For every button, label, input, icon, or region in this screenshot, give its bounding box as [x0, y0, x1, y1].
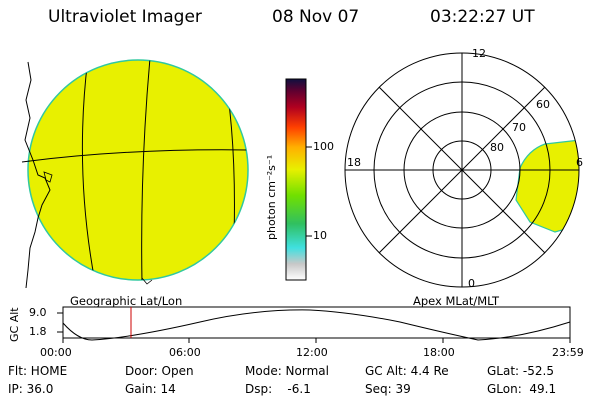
date-label: 08 Nov 07: [272, 7, 360, 27]
colorbar-gradient: [285, 78, 307, 281]
coastline: [24, 61, 51, 288]
altitude-xtick: 18:00: [423, 346, 455, 359]
altitude-curve: [62, 309, 571, 341]
altitude-ytick-1-8: 1.8: [29, 325, 47, 338]
door-status: Door: Open: [125, 364, 194, 378]
mode-status: Mode: Normal: [245, 364, 329, 378]
meridian-line: [141, 60, 151, 280]
mlt-label-6: 6: [576, 156, 583, 169]
polar-caption: Apex MLat/MLT: [413, 294, 500, 308]
time-label: 03:22:27 UT: [430, 7, 535, 27]
dsp-status: Dsp: -6.1: [245, 382, 311, 396]
instrument-title: Ultraviolet Imager: [48, 7, 202, 27]
lat-label-70: 70: [512, 121, 526, 134]
altitude-xtick: 00:00: [40, 346, 72, 359]
meridian-line: [81, 60, 96, 280]
lat-label-80: 80: [490, 141, 504, 154]
parallel-line: [28, 149, 248, 163]
lat-label-60: 60: [536, 98, 550, 111]
altitude-ylabel: GC Alt: [8, 307, 21, 342]
geo-caption: Geographic Lat/Lon: [70, 294, 183, 308]
mlt-label-18: 18: [347, 156, 361, 169]
flight-status: Flt: HOME: [8, 364, 68, 378]
gain-status: Gain: 14: [125, 382, 176, 396]
ip-status: IP: 36.0: [8, 382, 54, 396]
gc-alt-status: GC Alt: 4.4 Re: [365, 364, 449, 378]
glat-status: GLat: -52.5: [487, 364, 554, 378]
altitude-xtick: 23:59: [552, 346, 584, 359]
mlt-label-12: 12: [472, 47, 486, 60]
emission-region: [515, 139, 579, 233]
mlt-label-0: 0: [468, 277, 475, 290]
altitude-xtick: 06:00: [169, 346, 201, 359]
altitude-xtick: 12:00: [296, 346, 328, 359]
colorbar-tick-10: 10: [313, 229, 327, 242]
seq-status: Seq: 39: [365, 382, 411, 396]
altitude-ytick-9: 9.0: [29, 306, 47, 319]
colorbar-tick-100: 100: [313, 140, 334, 153]
glon-status: GLon: 49.1: [487, 382, 557, 396]
